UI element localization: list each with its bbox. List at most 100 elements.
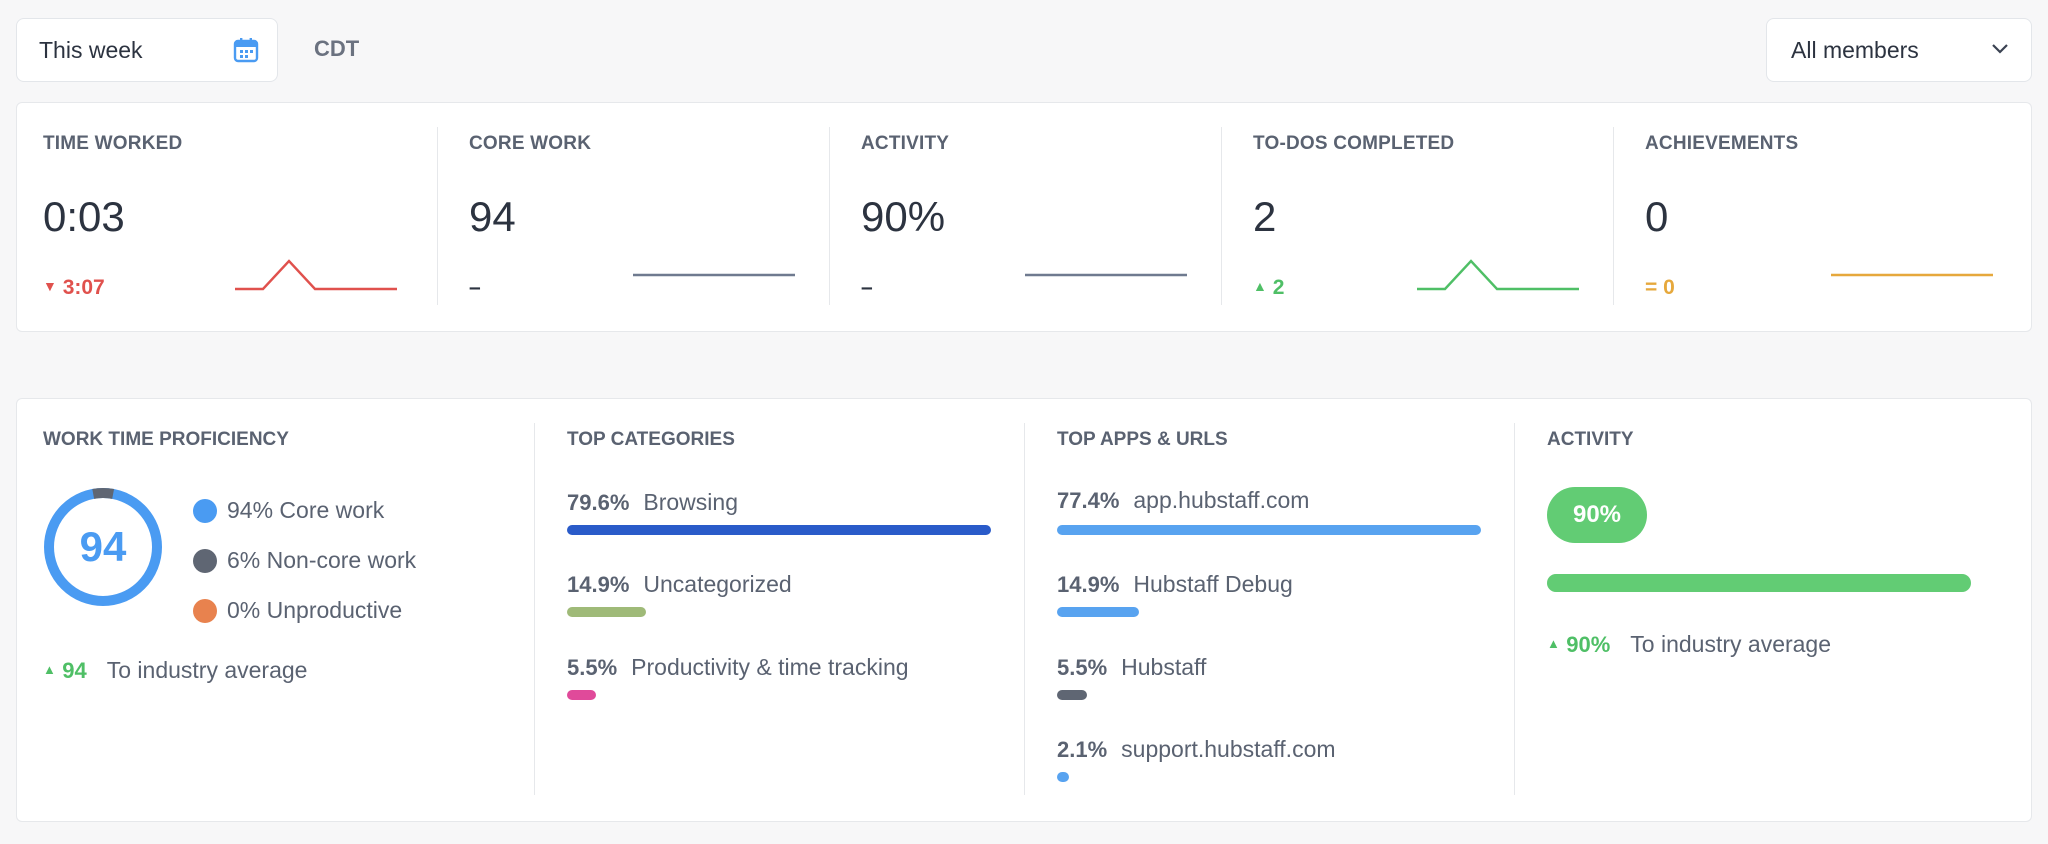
stat-value: 2 [1253,193,1277,240]
legend-item-core-work: 94% Core work [193,497,384,524]
up-arrow-icon: ▲ [43,662,56,677]
date-range-picker[interactable]: This week [16,18,278,82]
activity-bar-fill [1547,574,1971,592]
legend-item-unproductive: 0% Unproductive [193,597,402,624]
app-pct: 14.9% [1057,572,1120,597]
legend-item-non-core-work: 6% Non-core work [193,547,416,574]
toolbar: This week CDT All members [16,18,2032,86]
stat-change: – [469,276,481,299]
panel-title: ACTIVITY [1547,429,1634,450]
app-pct: 5.5% [1057,655,1108,680]
activity-bar-track [1547,574,1971,592]
stat-todos-completed: TO-DOS COMPLETED 2 ▲ 2 [1227,103,1619,331]
non-core-work-dot-icon [193,548,217,573]
category-row: 14.9% Uncategorized [567,571,792,598]
app-bar [1057,525,1481,535]
divider [829,127,830,305]
industry-label: To industry average [106,657,308,683]
divider [1613,127,1614,305]
proficiency-ring: 94 [43,487,163,607]
stat-core-work: CORE WORK 94 – [443,103,835,331]
category-bar [567,525,991,535]
legend-label: 94% Core work [227,497,385,523]
stats-card: TIME WORKED 0:03 ▼ 3:07 CORE WORK 94 – A… [16,102,2032,332]
sparkline [633,273,795,277]
core-work-dot-icon [193,498,217,523]
industry-value: 94 [62,658,87,683]
app-bar [1057,772,1069,782]
stat-value: 90% [861,193,946,240]
stat-change: ▼ 3:07 [43,276,105,300]
stat-label: TO-DOS COMPLETED [1253,133,1455,154]
app-bar [1057,690,1088,700]
up-arrow-icon: ▲ [1547,636,1560,651]
industry-value: 90% [1566,632,1611,657]
members-dropdown[interactable]: All members [1766,18,2032,82]
divider [437,127,438,305]
category-pct: 5.5% [567,655,618,680]
legend-label: 6% Non-core work [227,547,417,573]
proficiency-score: 94 [79,523,127,570]
stat-achievements: ACHIEVEMENTS 0 = 0 [1619,103,2033,331]
stat-label: ACTIVITY [861,133,950,154]
calendar-icon[interactable] [233,37,259,63]
stat-label: TIME WORKED [43,133,183,154]
top-categories-panel: TOP CATEGORIES 79.6% Browsing 14.9% Uncate… [541,399,1025,821]
stat-time-worked: TIME WORKED 0:03 ▼ 3:07 [17,103,437,331]
unproductive-dot-icon [193,598,217,623]
divider [534,423,535,795]
stat-value: 94 [469,193,516,240]
category-row: 79.6% Browsing [567,489,738,516]
app-pct: 77.4% [1057,488,1120,513]
non-core-work-arc [44,488,162,606]
work-time-proficiency-panel: WORK TIME PROFICIENCY 94 94% Core work 6… [17,399,535,821]
stat-change-value: 3:07 [62,276,105,299]
down-arrow-icon: ▼ [43,278,57,294]
sparkline [1417,259,1579,291]
panel-title: TOP APPS & URLS [1057,429,1228,450]
divider [1221,127,1222,305]
stat-value: 0 [1645,193,1669,240]
app-name: app.hubstaff.com [1133,487,1310,513]
panel-title: TOP CATEGORIES [567,429,735,450]
stat-change: = 0 [1645,276,1675,299]
stat-value: 0:03 [43,193,125,240]
donut-chart [44,488,162,606]
app-row: 2.1% support.hubstaff.com [1057,736,1336,763]
stat-label: ACHIEVEMENTS [1645,133,1799,154]
activity-panel: ACTIVITY 90% ▲ 90% To industry average [1521,399,2031,821]
stat-change-value: 2 [1272,276,1285,299]
stat-change: – [861,276,873,299]
divider [1024,423,1025,795]
category-pct: 79.6% [567,490,630,515]
sparkline [1025,273,1187,277]
insights-card: WORK TIME PROFICIENCY 94 94% Core work 6… [16,398,2032,822]
top-apps-urls-panel: TOP APPS & URLS 77.4% app.hubstaff.com 14… [1031,399,1515,821]
stat-activity: ACTIVITY 90% – [835,103,1227,331]
industry-label: To industry average [1630,631,1832,657]
app-row: 14.9% Hubstaff Debug [1057,571,1293,598]
members-dropdown-label: All members [1791,36,1919,63]
date-range-label: This week [39,36,143,63]
category-name: Uncategorized [643,571,792,597]
category-name: Browsing [643,489,738,515]
category-bar [567,690,597,700]
app-name: Hubstaff [1121,654,1207,680]
app-bar [1057,607,1139,617]
stat-label: CORE WORK [469,133,592,154]
activity-badge: 90% [1547,487,1647,543]
app-name: support.hubstaff.com [1121,736,1336,762]
app-row: 5.5% Hubstaff [1057,654,1206,681]
stat-change: ▲ 2 [1253,276,1284,300]
app-name: Hubstaff Debug [1133,571,1293,597]
app-row: 77.4% app.hubstaff.com [1057,487,1309,514]
category-bar [567,607,647,617]
chevron-down-icon [1992,44,2008,54]
category-pct: 14.9% [567,572,630,597]
panel-title: WORK TIME PROFICIENCY [43,429,289,450]
sparkline [1831,273,1993,277]
legend-label: 0% Unproductive [227,597,403,623]
divider [1514,423,1515,795]
industry-comparison: ▲ 94 To industry average [43,657,307,684]
up-arrow-icon: ▲ [1253,278,1267,294]
